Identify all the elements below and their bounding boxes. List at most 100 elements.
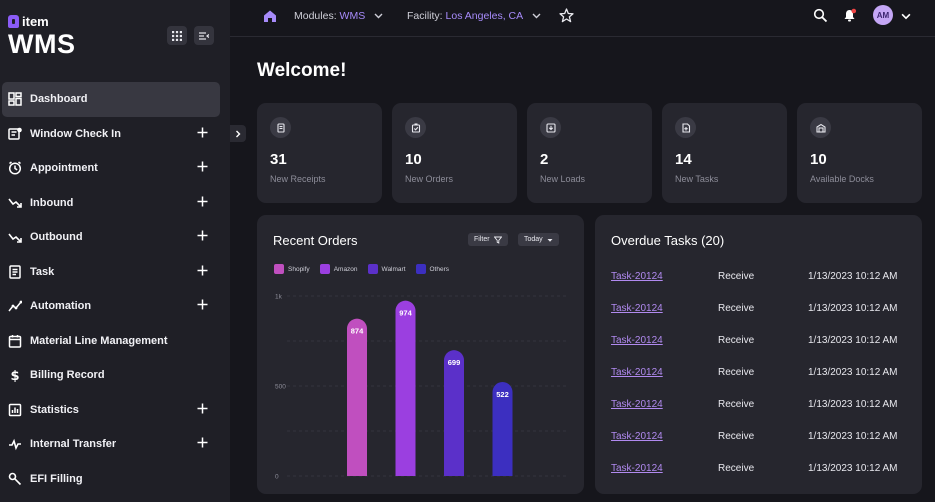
sidebar-item-appointment[interactable]: Appointment	[2, 151, 220, 186]
logo[interactable]: item WMS	[8, 14, 75, 58]
home-icon[interactable]	[263, 9, 277, 23]
page-title: Welcome!	[257, 60, 347, 81]
sidebar-item-label: Task	[30, 265, 55, 278]
sidebar-item-label: Inbound	[30, 196, 74, 209]
expand-plus-icon[interactable]	[197, 403, 208, 414]
menu-collapse-icon	[199, 31, 209, 40]
task-link[interactable]: Task-20124	[611, 399, 663, 410]
sidebar-item-label: Automation	[30, 300, 92, 313]
sidebar-item-outbound[interactable]: Outbound	[2, 220, 220, 255]
task-type: Receive	[718, 271, 755, 282]
table-row: Task-20124 Receive 1/13/2023 10:12 AM	[611, 463, 911, 477]
task-type: Receive	[718, 335, 755, 346]
overdue-tasks-title: Overdue Tasks (20)	[611, 233, 725, 248]
stat-label: New Loads	[540, 174, 586, 184]
chevron-right-icon	[236, 130, 241, 137]
sidebar-item-window-check-in[interactable]: Window Check In	[2, 117, 220, 152]
expand-plus-icon[interactable]	[197, 299, 208, 310]
expand-plus-icon[interactable]	[197, 127, 208, 138]
legend-swatch	[319, 264, 330, 274]
sidebar-nav: Dashboard Window Check In Appointment Inbou…	[2, 82, 220, 496]
collapse-menu-button[interactable]	[194, 26, 214, 45]
inbound-icon	[8, 196, 22, 210]
y-tick-label: 0	[275, 474, 279, 481]
legend-item[interactable]: Walmart	[367, 264, 406, 274]
filter-button[interactable]: Filter	[468, 233, 508, 246]
grid-icon	[172, 30, 182, 41]
legend-item[interactable]: Others	[415, 264, 450, 274]
sidebar-item-material-line-management[interactable]: Material Line Management	[2, 324, 220, 359]
legend-item[interactable]: Shopify	[274, 264, 310, 274]
expand-plus-icon[interactable]	[197, 230, 208, 241]
notification-bell-icon[interactable]	[842, 8, 857, 23]
bar-shape	[492, 382, 513, 476]
automation-icon	[8, 299, 22, 313]
sidebar-item-internal-transfer[interactable]: Internal Transfer	[2, 427, 220, 462]
facility-selector[interactable]: Facility: Los Angeles, CA	[407, 10, 541, 22]
bar-value-label: 699	[448, 358, 461, 367]
sidebar-item-automation[interactable]: Automation	[2, 289, 220, 324]
stat-value: 10	[405, 151, 422, 168]
task-type: Receive	[718, 431, 755, 442]
chevron-down-icon	[532, 13, 540, 19]
transfer-icon	[8, 437, 22, 451]
task-link[interactable]: Task-20124	[611, 303, 663, 314]
time-range-select[interactable]: Today	[518, 233, 559, 246]
user-avatar[interactable]: AM	[873, 5, 893, 25]
task-link[interactable]: Task-20124	[611, 431, 663, 442]
legend-label: Others	[429, 265, 450, 273]
sidebar-item-inbound[interactable]: Inbound	[2, 186, 220, 221]
wrench-icon	[8, 472, 22, 486]
chart-legend: Shopify Amazon Walmart Others	[274, 264, 449, 274]
sidebar-item-efi-filling[interactable]: EFI Filling	[2, 462, 220, 497]
apps-grid-button[interactable]	[167, 26, 187, 45]
sidebar-item-label: Billing Record	[30, 369, 105, 382]
expand-plus-icon[interactable]	[197, 161, 208, 172]
task-link[interactable]: Task-20124	[611, 271, 663, 282]
y-tick-label: 500	[275, 384, 286, 391]
table-row: Task-20124 Receive 1/13/2023 10:12 AM	[611, 367, 911, 381]
check-in-icon	[8, 127, 22, 141]
expand-plus-icon[interactable]	[197, 265, 208, 276]
stat-card-new-receipts[interactable]: 31 New Receipts	[257, 103, 382, 203]
filter-icon	[493, 236, 502, 244]
task-date: 1/13/2023 10:12 AM	[808, 271, 898, 282]
task-link[interactable]: Task-20124	[611, 335, 663, 346]
table-row: Task-20124 Receive 1/13/2023 10:12 AM	[611, 335, 911, 349]
table-row: Task-20124 Receive 1/13/2023 10:12 AM	[611, 399, 911, 413]
stat-card-new-orders[interactable]: 10 New Orders	[392, 103, 517, 203]
sidebar-item-label: Statistics	[30, 403, 79, 416]
legend-item[interactable]: Amazon	[319, 264, 358, 274]
account-menu-chevron-icon[interactable]	[901, 11, 911, 21]
bar-others[interactable]: 522	[492, 382, 513, 476]
bar-walmart[interactable]: 699	[444, 350, 464, 476]
task-link[interactable]: Task-20124	[611, 367, 663, 378]
sidebar-item-dashboard[interactable]: Dashboard	[2, 82, 220, 117]
outbound-icon	[8, 230, 22, 244]
search-icon[interactable]	[813, 8, 828, 23]
task-link[interactable]: Task-20124	[611, 463, 663, 474]
sidebar-item-label: Material Line Management	[30, 334, 168, 347]
bar-amazon[interactable]: 974	[395, 300, 416, 476]
expand-plus-icon[interactable]	[197, 437, 208, 448]
y-tick-label: 1k	[275, 294, 283, 301]
dashboard-icon	[8, 92, 22, 106]
recent-orders-title: Recent Orders	[273, 233, 358, 248]
sidebar-item-billing-record[interactable]: $ Billing Record	[2, 358, 220, 393]
stat-value: 31	[270, 151, 287, 168]
task-type: Receive	[718, 303, 755, 314]
table-row: Task-20124 Receive 1/13/2023 10:12 AM	[611, 271, 911, 285]
sidebar-item-statistics[interactable]: Statistics	[2, 393, 220, 428]
stat-card-available-docks[interactable]: 10 Available Docks	[797, 103, 922, 203]
sidebar-item-label: Internal Transfer	[30, 438, 117, 451]
stat-card-new-loads[interactable]: 2 New Loads	[527, 103, 652, 203]
modules-selector[interactable]: Modules: WMS	[294, 10, 383, 22]
legend-swatch	[274, 264, 284, 274]
stat-label: New Receipts	[270, 174, 326, 184]
sidebar-toggle[interactable]	[230, 125, 246, 142]
star-icon[interactable]	[559, 8, 574, 23]
expand-plus-icon[interactable]	[197, 196, 208, 207]
sidebar-item-task[interactable]: Task	[2, 255, 220, 290]
stat-card-new-tasks[interactable]: 14 New Tasks	[662, 103, 787, 203]
bar-shopify[interactable]: 874	[347, 318, 367, 476]
